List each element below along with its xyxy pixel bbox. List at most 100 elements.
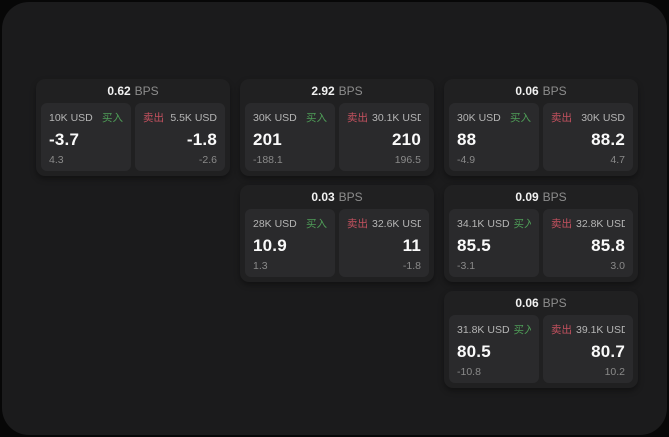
buy-notional: 31.8K USD xyxy=(457,324,510,336)
buy-delta: 4.3 xyxy=(49,153,64,166)
buy-tile-top: 30K USD 买入 xyxy=(457,110,531,125)
sell-notional: 30K USD xyxy=(581,112,625,124)
sell-price: 210 xyxy=(392,130,421,150)
sell-tile-top: 卖出 39.1K USD xyxy=(551,322,625,337)
sell-price: 85.8 xyxy=(591,236,625,256)
buy-delta: -4.9 xyxy=(457,153,476,166)
buy-tile-top: 30K USD 买入 xyxy=(253,110,327,125)
quote-tiles: 30K USD 买入 88 -4.9 卖出 30K USD 88.2 4.7 xyxy=(449,103,633,171)
buy-notional: 10K USD xyxy=(49,112,93,124)
spread-value: 0.03 xyxy=(311,190,335,204)
sell-delta: -1.8 xyxy=(402,259,421,272)
sell-quote-tile[interactable]: 卖出 30.1K USD 210 196.5 xyxy=(339,103,429,171)
sell-side-label: 卖出 xyxy=(143,112,164,124)
sell-tile-top: 卖出 5.5K USD xyxy=(143,110,217,125)
buy-quote-tile[interactable]: 28K USD 买入 10.9 1.3 xyxy=(245,209,335,277)
buy-tile-top: 28K USD 买入 xyxy=(253,216,327,231)
buy-quote-tile[interactable]: 34.1K USD 买入 85.5 -3.1 xyxy=(449,209,539,277)
sell-side-label: 卖出 xyxy=(347,218,368,230)
spread-value: 0.09 xyxy=(515,190,539,204)
sell-quote-tile[interactable]: 卖出 32.6K USD 11 -1.8 xyxy=(339,209,429,277)
buy-price: -3.7 xyxy=(49,130,80,150)
sell-side-label: 卖出 xyxy=(551,112,572,124)
sell-delta: 196.5 xyxy=(394,153,421,166)
buy-notional: 34.1K USD xyxy=(457,218,510,230)
sell-delta: 10.2 xyxy=(604,365,625,378)
buy-price: 10.9 xyxy=(253,236,287,256)
spread-value: 0.06 xyxy=(515,296,539,310)
sell-quote-tile[interactable]: 卖出 5.5K USD -1.8 -2.6 xyxy=(135,103,225,171)
bps-unit-label: BPS xyxy=(542,190,567,204)
buy-delta: -188.1 xyxy=(253,153,283,166)
buy-delta: -3.1 xyxy=(457,259,476,272)
buy-side-label: 买入 xyxy=(306,112,327,124)
buy-delta: 1.3 xyxy=(253,259,268,272)
sell-quote-tile[interactable]: 卖出 30K USD 88.2 4.7 xyxy=(543,103,633,171)
bps-unit-label: BPS xyxy=(542,296,567,310)
sell-notional: 5.5K USD xyxy=(170,112,217,124)
sell-notional: 32.8K USD xyxy=(576,218,625,230)
quote-card: 0.03 BPS 28K USD 买入 10.9 1.3 卖出 32.6K US… xyxy=(240,185,434,282)
quote-card: 2.92 BPS 30K USD 买入 201 -188.1 卖出 30.1K … xyxy=(240,79,434,176)
sell-delta: 4.7 xyxy=(610,153,625,166)
sell-side-label: 卖出 xyxy=(551,218,572,230)
sell-price: 11 xyxy=(402,236,421,256)
spread-header: 0.06 BPS xyxy=(449,79,633,103)
bps-unit-label: BPS xyxy=(542,84,567,98)
spread-header: 0.62 BPS xyxy=(41,79,225,103)
bps-unit-label: BPS xyxy=(338,190,363,204)
sell-notional: 32.6K USD xyxy=(372,218,421,230)
sell-delta: 3.0 xyxy=(610,259,625,272)
sell-price: 80.7 xyxy=(591,342,625,362)
spread-header: 2.92 BPS xyxy=(245,79,429,103)
buy-notional: 30K USD xyxy=(253,112,297,124)
quote-card: 0.06 BPS 30K USD 买入 88 -4.9 卖出 30K USD xyxy=(444,79,638,176)
buy-price: 80.5 xyxy=(457,342,491,362)
sell-side-label: 卖出 xyxy=(551,324,572,336)
sell-quote-tile[interactable]: 卖出 39.1K USD 80.7 10.2 xyxy=(543,315,633,383)
spread-value: 2.92 xyxy=(311,84,335,98)
quote-card: 0.09 BPS 34.1K USD 买入 85.5 -3.1 卖出 32.8K… xyxy=(444,185,638,282)
buy-tile-top: 31.8K USD 买入 xyxy=(457,322,531,337)
sell-delta: -2.6 xyxy=(198,153,217,166)
quotes-grid: 0.62 BPS 10K USD 买入 -3.7 4.3 卖出 5.5K USD xyxy=(36,79,638,388)
quote-tiles: 31.8K USD 买入 80.5 -10.8 卖出 39.1K USD 80.… xyxy=(449,315,633,383)
quote-tiles: 10K USD 买入 -3.7 4.3 卖出 5.5K USD -1.8 -2.… xyxy=(41,103,225,171)
spread-header: 0.03 BPS xyxy=(245,185,429,209)
sell-quote-tile[interactable]: 卖出 32.8K USD 85.8 3.0 xyxy=(543,209,633,277)
buy-price: 85.5 xyxy=(457,236,491,256)
buy-tile-top: 34.1K USD 买入 xyxy=(457,216,531,231)
bps-unit-label: BPS xyxy=(134,84,159,98)
buy-quote-tile[interactable]: 10K USD 买入 -3.7 4.3 xyxy=(41,103,131,171)
buy-quote-tile[interactable]: 31.8K USD 买入 80.5 -10.8 xyxy=(449,315,539,383)
spread-value: 0.62 xyxy=(107,84,131,98)
sell-tile-top: 卖出 30.1K USD xyxy=(347,110,421,125)
buy-price: 88 xyxy=(457,130,477,150)
sell-tile-top: 卖出 30K USD xyxy=(551,110,625,125)
buy-side-label: 买入 xyxy=(513,324,531,336)
buy-tile-top: 10K USD 买入 xyxy=(49,110,123,125)
buy-quote-tile[interactable]: 30K USD 买入 201 -188.1 xyxy=(245,103,335,171)
buy-price: 201 xyxy=(253,130,282,150)
buy-side-label: 买入 xyxy=(102,112,123,124)
bps-unit-label: BPS xyxy=(338,84,363,98)
buy-side-label: 买入 xyxy=(513,218,531,230)
sell-price: -1.8 xyxy=(186,130,217,150)
buy-side-label: 买入 xyxy=(306,218,327,230)
sell-tile-top: 卖出 32.8K USD xyxy=(551,216,625,231)
quote-tiles: 30K USD 买入 201 -188.1 卖出 30.1K USD 210 1… xyxy=(245,103,429,171)
sell-tile-top: 卖出 32.6K USD xyxy=(347,216,421,231)
buy-notional: 30K USD xyxy=(457,112,501,124)
buy-side-label: 买入 xyxy=(510,112,531,124)
buy-quote-tile[interactable]: 30K USD 买入 88 -4.9 xyxy=(449,103,539,171)
quote-card: 0.06 BPS 31.8K USD 买入 80.5 -10.8 卖出 39.1… xyxy=(444,291,638,388)
quote-tiles: 28K USD 买入 10.9 1.3 卖出 32.6K USD 11 -1.8 xyxy=(245,209,429,277)
quote-card: 0.62 BPS 10K USD 买入 -3.7 4.3 卖出 5.5K USD xyxy=(36,79,230,176)
spread-header: 0.06 BPS xyxy=(449,291,633,315)
buy-notional: 28K USD xyxy=(253,218,297,230)
sell-notional: 39.1K USD xyxy=(576,324,625,336)
buy-delta: -10.8 xyxy=(457,365,481,378)
quote-tiles: 34.1K USD 买入 85.5 -3.1 卖出 32.8K USD 85.8… xyxy=(449,209,633,277)
sell-price: 88.2 xyxy=(591,130,625,150)
